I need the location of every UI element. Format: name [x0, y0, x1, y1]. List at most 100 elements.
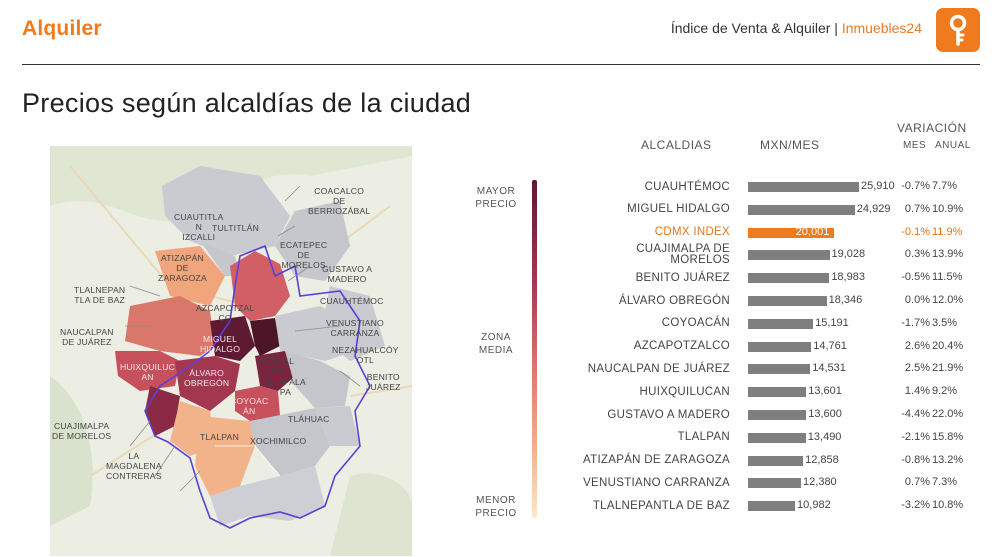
map-label-cuauhtemoc: CUAUHTÉMOC [320, 296, 384, 306]
value-label: 24,929 [856, 202, 891, 215]
map-label-xochimilco: XOCHIMILCO [250, 436, 307, 446]
index-heading: Índice de Venta & Alquiler | Inmuebles24 [671, 20, 922, 36]
value-label: 15,191 [815, 316, 849, 329]
col-head-alcaldias: ALCALDIAS [641, 138, 712, 152]
var-anual-label: 7.7% [932, 180, 958, 192]
var-anual-label: 12.0% [932, 294, 964, 306]
map-label-venustiano: VENUSTIANO CARRANZA [326, 318, 384, 338]
var-anual-label: 9.2% [932, 385, 958, 398]
map-label-ecatepec: ECATEPEC DE MORELOS [280, 240, 328, 270]
row-label: AZCAPOTZALCO [633, 340, 730, 353]
value-label: 13,490 [807, 430, 842, 443]
map-label-magdalena: LA MAGDALENA CONTRERAS [106, 451, 162, 481]
row-label: CUAUHTÉMOC [644, 180, 730, 193]
col-head-variacion: VARIACIÓN [897, 121, 967, 135]
col-head-price: MXN/MES [760, 138, 820, 152]
var-mes-label: 0.7% [904, 202, 930, 215]
map-label-miguel: MIGUEL HIDALGO [200, 334, 241, 354]
var-mes-label: 2.5% [904, 362, 930, 375]
bar-mark [748, 387, 807, 398]
map-label-naucalpan: NAUCALPAN DE JUÁREZ [60, 327, 114, 347]
value-label: 12,380 [803, 476, 837, 489]
value-label: 10,982 [797, 499, 831, 512]
var-mes-label: 2.6% [904, 339, 930, 352]
bar-mark [748, 182, 859, 192]
map-graphic [50, 146, 412, 556]
map-label-azcapotzalco: AZCAPOTZAL CO [196, 303, 255, 323]
var-anual-label: 10.9% [932, 202, 964, 215]
header-divider [22, 64, 980, 65]
var-mes-label: 1.4% [904, 385, 930, 398]
bar-mark [748, 410, 807, 420]
map-label-tlalnepantla: TLALNEPAN TLA DE BAZ [74, 285, 126, 305]
var-mes-label: -2.1% [901, 430, 930, 443]
bar-mark [748, 455, 804, 466]
var-anual-label: 20.4% [932, 339, 964, 352]
value-label: 18,346 [828, 294, 863, 306]
row-label: TLALNEPANTLA DE BAZ [592, 499, 730, 512]
var-mes-label: -3.2% [901, 499, 930, 512]
brand-name: Inmuebles24 [841, 20, 922, 36]
bar-mark [748, 204, 855, 215]
var-anual-label: 15.8% [932, 430, 964, 443]
var-anual-label: 21.9% [932, 362, 964, 375]
map-label-benito: BENITO JUÁREZ [366, 372, 401, 392]
var-anual-label: 13.2% [932, 453, 964, 466]
map-label-nezahualcoyotl: NEZAHUALCÓY OTL [332, 345, 399, 365]
var-mes-label: -4.4% [901, 408, 930, 420]
map-label-atizapan: ATIZAPÁN DE ZARAGOZA [158, 253, 207, 283]
value-label: 19,028 [831, 248, 866, 261]
var-anual-label: 3.5% [932, 316, 958, 329]
var-mes-label: 0.7% [904, 476, 930, 489]
var-anual-label: 22.0% [932, 408, 964, 420]
var-mes-label: 0.0% [904, 294, 930, 306]
map-label-iztapalapa: IZTAPALA PA [265, 377, 306, 397]
legend-mid-label: ZONA MEDIA [478, 332, 514, 356]
row-label: CDMX INDEX [654, 226, 730, 239]
row-label: ATIZAPÁN DE ZARAGOZA [583, 454, 730, 467]
row-label: HUIXQUILUCAN [639, 385, 730, 398]
col-head-mes: MES [903, 140, 927, 151]
value-label: 25,910 [861, 180, 895, 192]
var-mes-label: -0.8% [901, 453, 930, 466]
row-label: VENUSTIANO CARRANZA [583, 476, 730, 489]
map-label-coyoacan: COYOAC ÁN [230, 396, 269, 416]
index-label: Índice de Venta & Alquiler | [670, 20, 838, 36]
bar-mark [748, 250, 830, 261]
bar-mark [748, 296, 827, 306]
map-label-cuautitlan: CUAUTITLA N IZCALLI [174, 212, 224, 242]
map-label-alvaro: ÁLVARO OBREGÓN [184, 368, 230, 388]
legend-low-label: MENOR PRECIO [475, 495, 517, 519]
map-label-tultitlan: TULTITLÁN [212, 223, 260, 233]
value-label: 13,601 [808, 385, 842, 398]
value-label: 20,001 [795, 225, 830, 238]
var-mes-label: -0.1% [901, 225, 930, 238]
row-label: MIGUEL HIDALGO [627, 203, 730, 216]
value-label: 12,858 [805, 453, 839, 466]
map-label-tlahuac: TLÁHUAC [288, 414, 330, 424]
bar-mark [748, 341, 812, 352]
bar-mark [748, 227, 834, 238]
var-anual-label: 11.9% [932, 225, 963, 238]
value-label: 18,983 [831, 271, 865, 284]
brand-logo-icon [936, 8, 980, 52]
row-label: GUSTAVO A MADERO [607, 408, 730, 421]
map-label-tlalpan: TLALPAN [200, 432, 239, 442]
map-label-coacalco: COACALCO DE BERRIOZÁBAL [308, 186, 371, 216]
bar-mark [748, 501, 795, 512]
price-gradient-scale [532, 180, 537, 518]
row-label: COYOACÁN [661, 317, 730, 330]
bar-mark [748, 318, 814, 329]
bar-mark [748, 273, 830, 284]
map-label-cuajimalpa: CUAJIMALPA DE MORELOS [52, 421, 112, 441]
alcaldias-map: COACALCO DE BERRIOZÁBAL CUAUTITLA N IZCALLI … [50, 146, 412, 556]
var-anual-label: 13.9% [932, 248, 964, 261]
var-anual-label: 10.8% [932, 499, 964, 512]
map-label-huixquilucan: HUIXQUILUC AN [120, 362, 176, 382]
var-anual-label: 11.5% [932, 271, 963, 284]
value-label: 14,531 [812, 362, 846, 375]
map-label-iztacalco: IZTACAL CO [258, 356, 295, 376]
row-label: BENITO JUÁREZ [635, 271, 730, 284]
value-label: 14,761 [813, 339, 847, 352]
var-mes-label: -1.7% [901, 316, 930, 329]
